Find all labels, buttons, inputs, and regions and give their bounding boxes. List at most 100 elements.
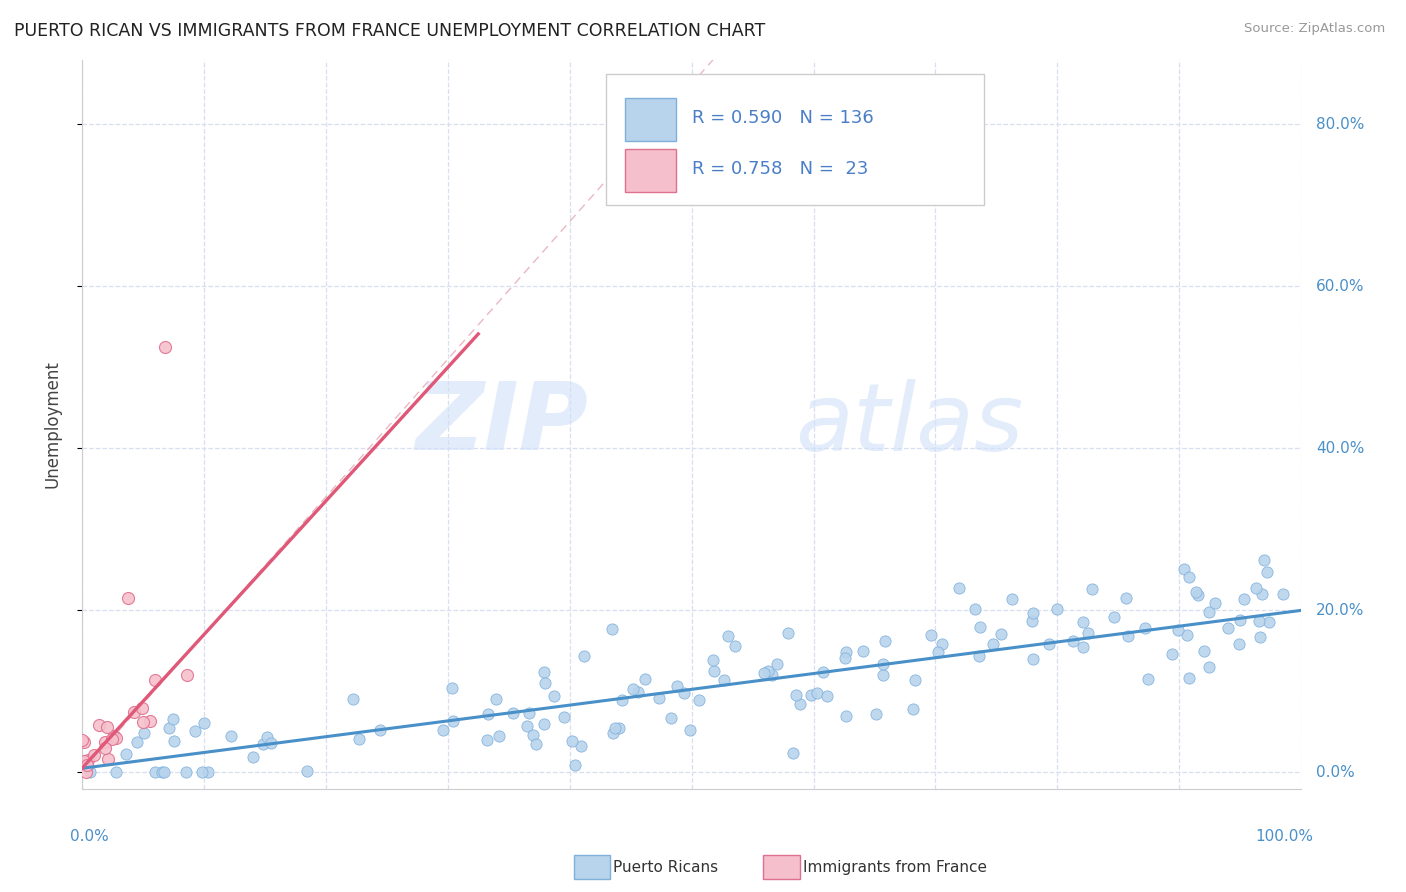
Point <box>1251 587 1274 601</box>
Point <box>1022 606 1045 620</box>
Point <box>873 634 896 648</box>
Point <box>761 668 783 682</box>
Point <box>1250 630 1272 644</box>
Point <box>174 765 197 780</box>
Point <box>1187 588 1209 602</box>
Point <box>754 666 776 681</box>
Point <box>1038 637 1060 651</box>
Point <box>717 629 740 643</box>
Point <box>347 732 370 747</box>
Point <box>75 765 97 780</box>
Point <box>242 750 264 764</box>
Point <box>368 723 391 737</box>
Text: 100.0%: 100.0% <box>1256 829 1313 844</box>
Point <box>560 734 582 748</box>
Point <box>1173 562 1195 576</box>
Point <box>252 737 274 751</box>
Point <box>159 721 181 735</box>
Point <box>901 701 924 715</box>
Point <box>572 649 595 664</box>
FancyBboxPatch shape <box>624 98 676 141</box>
Text: 80.0%: 80.0% <box>1316 117 1364 132</box>
Point <box>1192 643 1215 657</box>
Point <box>815 689 838 703</box>
Point <box>1104 609 1126 624</box>
Point <box>1198 605 1220 619</box>
Point <box>1062 633 1084 648</box>
Point <box>1229 613 1251 627</box>
Point <box>1184 585 1206 599</box>
Point <box>1046 602 1069 616</box>
Point <box>679 723 702 737</box>
Point <box>969 620 991 634</box>
Point <box>143 765 166 780</box>
Point <box>101 732 124 747</box>
Text: ZIP: ZIP <box>415 378 588 470</box>
Point <box>502 706 524 720</box>
Point <box>600 622 623 636</box>
Point <box>634 673 657 687</box>
Point <box>153 765 176 780</box>
Point <box>104 731 127 745</box>
Point <box>766 657 789 671</box>
Point <box>190 765 212 780</box>
Point <box>441 714 464 728</box>
Point <box>564 757 586 772</box>
Point <box>76 757 98 772</box>
Text: 20.0%: 20.0% <box>1316 603 1364 618</box>
Point <box>522 728 544 742</box>
Point <box>782 746 804 760</box>
Point <box>990 627 1012 641</box>
Text: Immigrants from France: Immigrants from France <box>803 860 987 874</box>
Point <box>117 591 139 606</box>
Point <box>1076 626 1098 640</box>
Point <box>176 668 198 682</box>
Point <box>673 686 696 700</box>
Point <box>77 753 100 767</box>
Point <box>948 582 970 596</box>
Point <box>1137 672 1160 686</box>
Text: PUERTO RICAN VS IMMIGRANTS FROM FRANCE UNEMPLOYMENT CORRELATION CHART: PUERTO RICAN VS IMMIGRANTS FROM FRANCE U… <box>14 22 765 40</box>
Point <box>1258 615 1281 629</box>
Point <box>124 705 146 719</box>
Point <box>543 689 565 703</box>
Point <box>488 729 510 743</box>
Point <box>440 681 463 696</box>
Point <box>621 682 644 697</box>
Point <box>1233 591 1256 606</box>
Point <box>131 700 153 714</box>
Point <box>97 752 120 766</box>
Point <box>87 717 110 731</box>
Point <box>219 729 242 743</box>
Point <box>1116 629 1139 643</box>
Point <box>1249 614 1271 628</box>
Point <box>1161 647 1184 661</box>
Point <box>1204 596 1226 610</box>
Point <box>94 735 117 749</box>
Point <box>96 720 118 734</box>
Point <box>920 628 942 642</box>
Point <box>607 721 630 735</box>
Point <box>553 710 575 724</box>
Point <box>1081 582 1104 596</box>
Point <box>295 764 318 778</box>
Point <box>603 721 626 735</box>
Point <box>789 698 811 712</box>
Point <box>70 733 93 747</box>
Point <box>1177 628 1199 642</box>
Point <box>485 692 508 706</box>
Point <box>1178 570 1201 584</box>
Point <box>163 734 186 748</box>
Point <box>872 668 894 682</box>
Point <box>1133 621 1156 635</box>
Point <box>1021 614 1043 628</box>
Point <box>79 765 101 780</box>
Point <box>1115 591 1137 605</box>
Point <box>981 637 1004 651</box>
Point <box>1022 651 1045 665</box>
Point <box>834 651 856 665</box>
Point <box>132 726 155 740</box>
Point <box>1253 553 1275 567</box>
Point <box>778 625 800 640</box>
Point <box>703 665 725 679</box>
